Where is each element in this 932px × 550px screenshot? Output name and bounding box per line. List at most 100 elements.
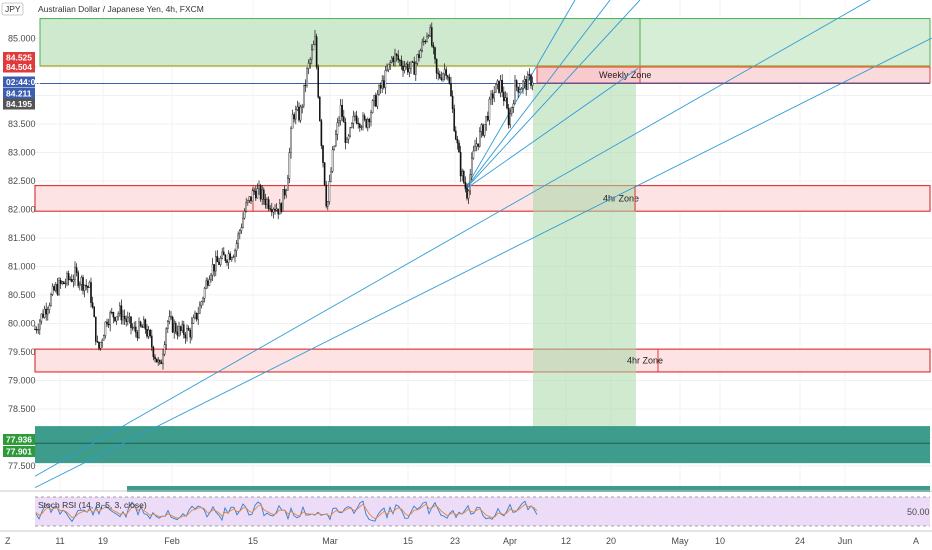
candle [370,112,372,123]
trendline[interactable] [34,37,932,489]
candle [136,332,139,339]
candle [214,256,217,272]
candle [192,317,195,324]
zones-layer: Weekly Zone 4hr Zone 4hr Zone [34,18,931,492]
candle [59,280,62,284]
candle [325,184,328,207]
trendline[interactable] [464,0,611,190]
candle [317,66,320,98]
trendline[interactable] [464,0,641,190]
x-tick-label: 10 [715,536,725,546]
candle [144,319,147,330]
projection-column[interactable] [533,84,636,442]
candle [118,305,121,315]
candle [415,62,417,75]
x-tick-label: Mar [322,536,338,546]
candle [61,281,63,284]
candle [411,61,414,63]
candle [181,324,184,331]
price-tag-label: 84.525 [6,53,32,63]
trendline[interactable] [464,0,576,190]
candle [264,199,267,205]
candle [173,323,176,333]
candle [426,36,428,42]
candle [511,107,513,114]
candle [208,279,211,286]
candle [451,95,454,110]
candles-layer[interactable] [34,22,534,370]
zone-4hr-lower[interactable] [34,348,931,373]
candle [447,75,449,78]
x-tick-label: Apr [503,536,517,546]
candle [346,138,348,143]
candle [279,203,281,215]
y-tick-label: 80.500 [8,290,36,300]
candle [190,323,193,338]
candle [230,257,233,260]
candle [459,151,462,177]
candle [250,196,252,202]
target-box-right[interactable] [639,18,931,67]
candle [198,304,201,314]
candle [515,80,518,88]
candle [272,208,275,213]
candle [83,284,86,291]
candle [400,60,403,67]
candle [75,267,78,273]
candle [480,124,483,132]
candle [427,35,430,37]
candle [335,134,337,147]
weekly-zone-label: Weekly Zone [599,70,651,80]
candle [107,323,110,326]
time-axis[interactable]: 11 19 Feb 15 Mar 15 23 Apr 12 20 May 10 24 Jun [55,536,852,546]
candle [80,277,83,285]
candle [320,120,323,146]
candle [77,272,79,286]
stoch-rsi-label: Stoch RSI (14, 8, 5, 3, close) [38,500,147,510]
candle [50,294,52,306]
price-tag-label: 84.195 [6,99,32,109]
candle [256,188,259,199]
candle [206,280,209,286]
candle [336,122,339,135]
price-tag [3,98,35,110]
candle [251,190,254,202]
stoch-rsi-d-line [35,503,538,520]
candle [114,317,116,322]
candle [149,329,152,337]
zone-4hr-upper[interactable] [34,184,931,212]
candle [472,150,475,159]
candle [416,54,419,64]
candle [221,251,224,259]
candle [266,199,268,205]
stoch-rsi-pane[interactable]: Stoch RSI (14, 8, 5, 3, close) 50.00 [35,496,930,527]
weekly-zone-right[interactable] [639,66,931,84]
price-tag-label: 77.901 [6,447,32,457]
candle [162,354,164,365]
candle [352,116,355,124]
x-tick-label: May [671,536,689,546]
candle [150,335,153,348]
candle [506,97,508,109]
candle [158,359,161,363]
candle [117,313,119,317]
candle [339,104,342,121]
candle [413,61,416,75]
candle [371,100,374,113]
candle [456,139,459,144]
candle [155,358,158,363]
candle [82,277,84,291]
candle [222,251,225,256]
candle [437,72,440,75]
candle [93,306,95,318]
trendline[interactable] [464,68,639,190]
candle [94,316,97,342]
trendline[interactable] [34,0,871,477]
candle [287,178,289,191]
candle [442,73,444,80]
demand-zone[interactable] [35,426,930,464]
candle [166,321,169,329]
candle [45,308,47,315]
candle [485,115,488,125]
